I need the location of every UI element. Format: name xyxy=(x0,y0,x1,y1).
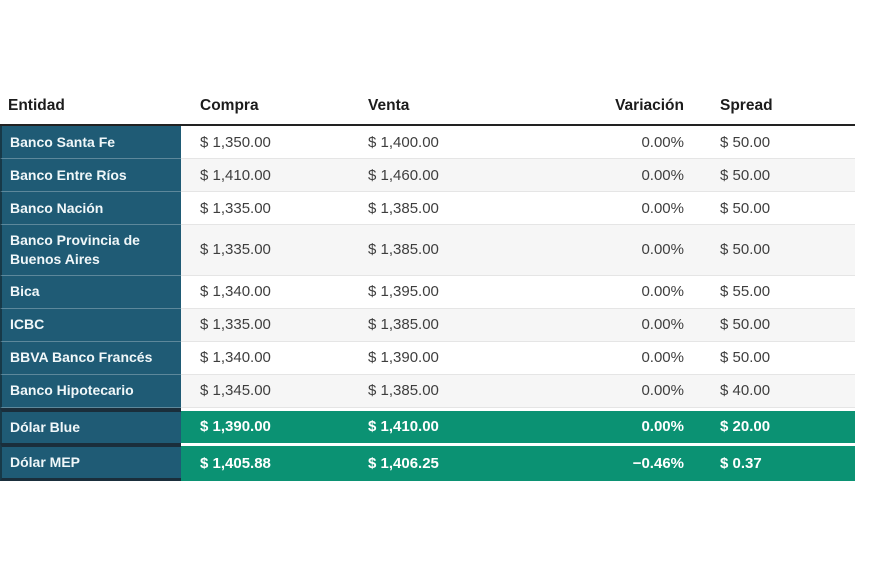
header-entidad: Entidad xyxy=(0,88,181,126)
variacion-cell: 0.00% xyxy=(585,374,695,408)
entidad-cell: BBVA Banco Francés xyxy=(0,341,181,375)
variacion-cell: 0.00% xyxy=(585,225,695,276)
entidad-cell: Dólar Blue xyxy=(0,407,181,443)
table-row: Dólar Blue $ 1,390.00 $ 1,410.00 0.00% $ 20.… xyxy=(0,407,855,443)
spread-cell: $ 50.00 xyxy=(695,308,855,342)
variacion-cell: 0.00% xyxy=(585,159,695,192)
venta-cell: $ 1,406.25 xyxy=(349,442,585,481)
table-header: Entidad Compra Venta Variación Spread xyxy=(0,88,855,126)
entidad-cell: ICBC xyxy=(0,308,181,342)
table-row: Banco Nación $ 1,335.00 $ 1,385.00 0.00% $ 5… xyxy=(0,192,855,225)
table-row: Banco Hipotecario $ 1,345.00 $ 1,385.00 0.0… xyxy=(0,374,855,408)
table-row: ICBC $ 1,335.00 $ 1,385.00 0.00% $ 50.00 xyxy=(0,308,855,342)
table-body: Banco Santa Fe $ 1,350.00 $ 1,400.00 0.00% $… xyxy=(0,126,855,481)
header-spread: Spread xyxy=(695,88,855,126)
compra-cell: $ 1,390.00 xyxy=(181,407,349,443)
compra-cell: $ 1,335.00 xyxy=(181,192,349,225)
compra-cell: $ 1,410.00 xyxy=(181,159,349,192)
compra-cell: $ 1,405.88 xyxy=(181,442,349,481)
entidad-cell: Bica xyxy=(0,275,181,309)
header-compra: Compra xyxy=(181,88,349,126)
entidad-cell: Banco Santa Fe xyxy=(0,126,181,159)
venta-cell: $ 1,385.00 xyxy=(349,308,585,342)
table-row: Banco Provincia de Buenos Aires $ 1,335.0… xyxy=(0,225,855,276)
table-row: Banco Santa Fe $ 1,350.00 $ 1,400.00 0.00% $… xyxy=(0,126,855,159)
venta-cell: $ 1,385.00 xyxy=(349,192,585,225)
venta-cell: $ 1,400.00 xyxy=(349,126,585,159)
exchange-rates-panel: Entidad Compra Venta Variación Spread Ba… xyxy=(0,88,855,481)
venta-cell: $ 1,390.00 xyxy=(349,341,585,375)
compra-cell: $ 1,335.00 xyxy=(181,308,349,342)
venta-cell: $ 1,385.00 xyxy=(349,225,585,276)
table-row: Banco Entre Ríos $ 1,410.00 $ 1,460.00 0.00… xyxy=(0,159,855,192)
spread-cell: $ 50.00 xyxy=(695,341,855,375)
spread-cell: $ 50.00 xyxy=(695,192,855,225)
compra-cell: $ 1,340.00 xyxy=(181,341,349,375)
venta-cell: $ 1,460.00 xyxy=(349,159,585,192)
compra-cell: $ 1,345.00 xyxy=(181,374,349,408)
spread-cell: $ 55.00 xyxy=(695,275,855,309)
spread-cell: $ 20.00 xyxy=(695,407,855,443)
variacion-cell: 0.00% xyxy=(585,341,695,375)
variacion-cell: 0.00% xyxy=(585,407,695,443)
table-row: BBVA Banco Francés $ 1,340.00 $ 1,390.00 0.… xyxy=(0,341,855,375)
entidad-cell: Banco Nación xyxy=(0,192,181,225)
compra-cell: $ 1,335.00 xyxy=(181,225,349,276)
compra-cell: $ 1,340.00 xyxy=(181,275,349,309)
spread-cell: $ 0.37 xyxy=(695,442,855,481)
venta-cell: $ 1,385.00 xyxy=(349,374,585,408)
spread-cell: $ 40.00 xyxy=(695,374,855,408)
variacion-cell: 0.00% xyxy=(585,308,695,342)
variacion-cell: 0.00% xyxy=(585,192,695,225)
entidad-cell: Banco Hipotecario xyxy=(0,374,181,408)
table-row: Dólar MEP $ 1,405.88 $ 1,406.25 −0.46% $ 0.3… xyxy=(0,442,855,481)
spread-cell: $ 50.00 xyxy=(695,159,855,192)
entidad-cell: Banco Entre Ríos xyxy=(0,159,181,192)
entidad-cell: Dólar MEP xyxy=(0,442,181,481)
table-row: Bica $ 1,340.00 $ 1,395.00 0.00% $ 55.00 xyxy=(0,275,855,309)
variacion-cell: 0.00% xyxy=(585,275,695,309)
header-variacion: Variación xyxy=(585,88,695,126)
header-venta: Venta xyxy=(349,88,585,126)
exchange-rates-table: Entidad Compra Venta Variación Spread Ba… xyxy=(0,88,855,481)
compra-cell: $ 1,350.00 xyxy=(181,126,349,159)
entidad-cell: Banco Provincia de Buenos Aires xyxy=(0,225,181,276)
spread-cell: $ 50.00 xyxy=(695,126,855,159)
venta-cell: $ 1,395.00 xyxy=(349,275,585,309)
spread-cell: $ 50.00 xyxy=(695,225,855,276)
variacion-cell: −0.46% xyxy=(585,442,695,481)
header-row: Entidad Compra Venta Variación Spread xyxy=(0,88,855,126)
variacion-cell: 0.00% xyxy=(585,126,695,159)
venta-cell: $ 1,410.00 xyxy=(349,407,585,443)
